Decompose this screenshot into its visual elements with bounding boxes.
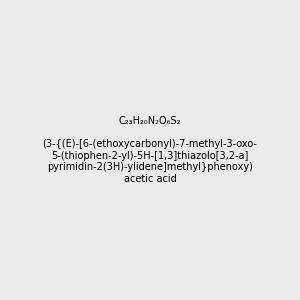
Text: C₂₃H₂₀N₂O₆S₂

(3-{(E)-[6-(ethoxycarbonyl)-7-methyl-3-oxo-
5-(thiophen-2-yl)-5H-[: C₂₃H₂₀N₂O₆S₂ (3-{(E)-[6-(ethoxycarbonyl)… xyxy=(43,116,257,184)
